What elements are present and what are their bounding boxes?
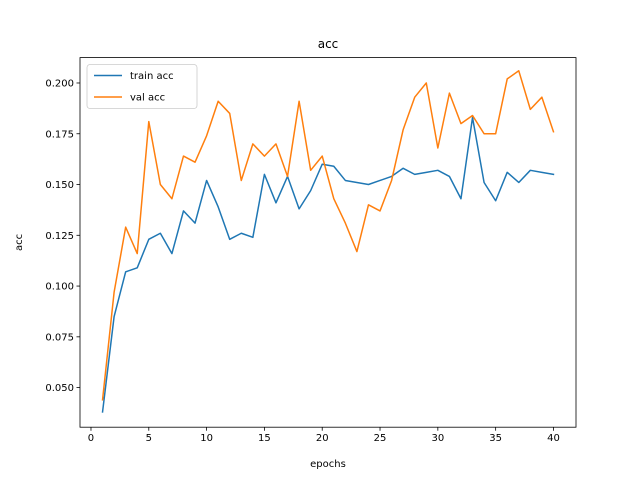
legend-label: train acc	[130, 71, 174, 82]
y-tick-label: 0.075	[45, 332, 74, 343]
y-tick-label: 0.100	[45, 282, 74, 293]
y-tick-label: 0.125	[45, 231, 74, 242]
plot-lines	[101, 70, 555, 413]
x-tick-label: 40	[547, 433, 560, 444]
x-tick-label: 35	[489, 433, 502, 444]
x-tick-label: 25	[374, 433, 387, 444]
legend: train acc val acc	[86, 64, 198, 109]
y-tick-label: 0.175	[45, 129, 74, 140]
y-tick-label: 0.150	[45, 180, 74, 191]
plot-area-frame	[79, 57, 577, 428]
x-tick-label: 15	[258, 433, 271, 444]
y-tick-label: 0.050	[45, 383, 74, 394]
series-line-val-acc	[101, 70, 555, 401]
y-tick-label: 0.200	[45, 78, 74, 89]
x-tick-label: 30	[431, 433, 444, 444]
chart-title: acc	[318, 37, 339, 51]
x-tick-label: 20	[316, 433, 329, 444]
series-line-train-acc	[101, 116, 555, 413]
x-axis-label: epochs	[310, 459, 346, 470]
legend-label: val acc	[130, 93, 165, 104]
x-tick-label: 10	[200, 433, 213, 444]
y-axis-label: acc	[14, 234, 25, 251]
y-axis: 0.050 0.075 0.100 0.125 0.150 0.175 0.200	[45, 78, 80, 394]
x-tick-label: 0	[88, 433, 94, 444]
x-axis: 0 5 10 15 20 25 30 35 40	[88, 427, 560, 444]
x-tick-label: 5	[146, 433, 152, 444]
